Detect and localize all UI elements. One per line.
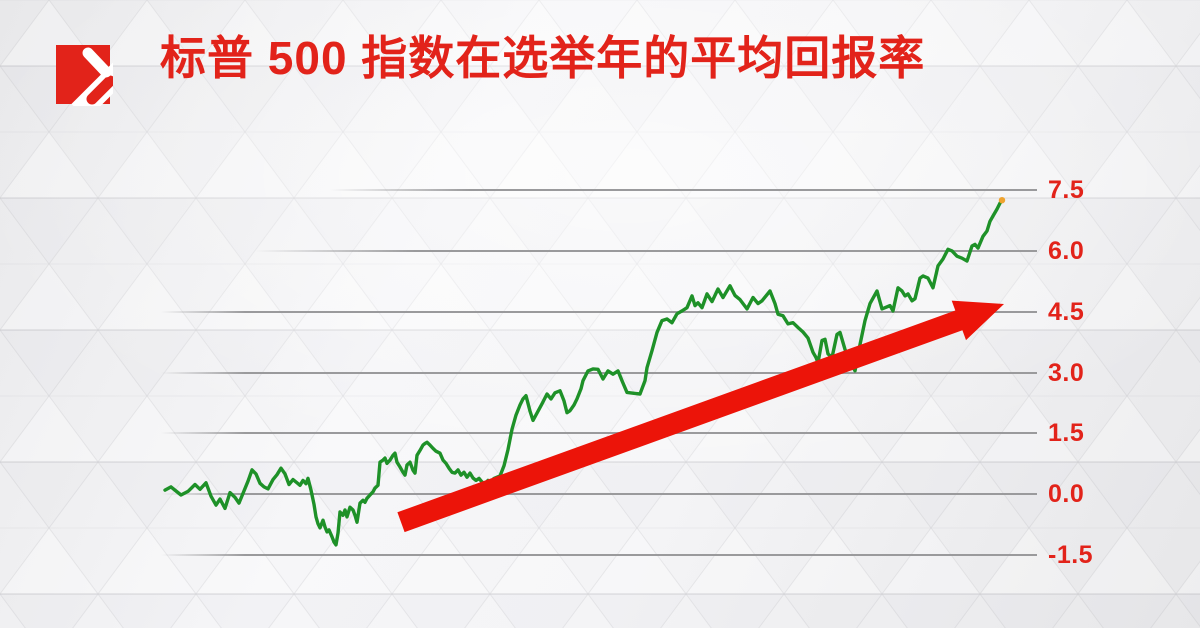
gridline	[161, 554, 1037, 557]
y-axis-label: -1.5	[1048, 541, 1094, 570]
gridline	[255, 249, 1037, 252]
y-axis-label: 0.0	[1048, 480, 1085, 509]
price-line	[163, 198, 1004, 547]
line-endpoint-dot	[998, 197, 1006, 204]
y-axis-label: 6.0	[1048, 236, 1085, 265]
gridline	[161, 493, 1037, 496]
y-axis-label: 7.5	[1048, 176, 1085, 205]
y-axis-label: 4.5	[1048, 297, 1085, 326]
gridline	[161, 432, 1037, 435]
y-axis-label: 3.0	[1048, 358, 1085, 387]
brand-logo-icon	[56, 45, 113, 106]
gridline	[161, 310, 1037, 313]
page-title: 标普 500 指数在选举年的平均回报率	[160, 32, 926, 84]
trend-arrow-icon	[397, 300, 1004, 533]
y-axis-label: 1.5	[1048, 419, 1085, 448]
gridline	[330, 189, 1037, 192]
